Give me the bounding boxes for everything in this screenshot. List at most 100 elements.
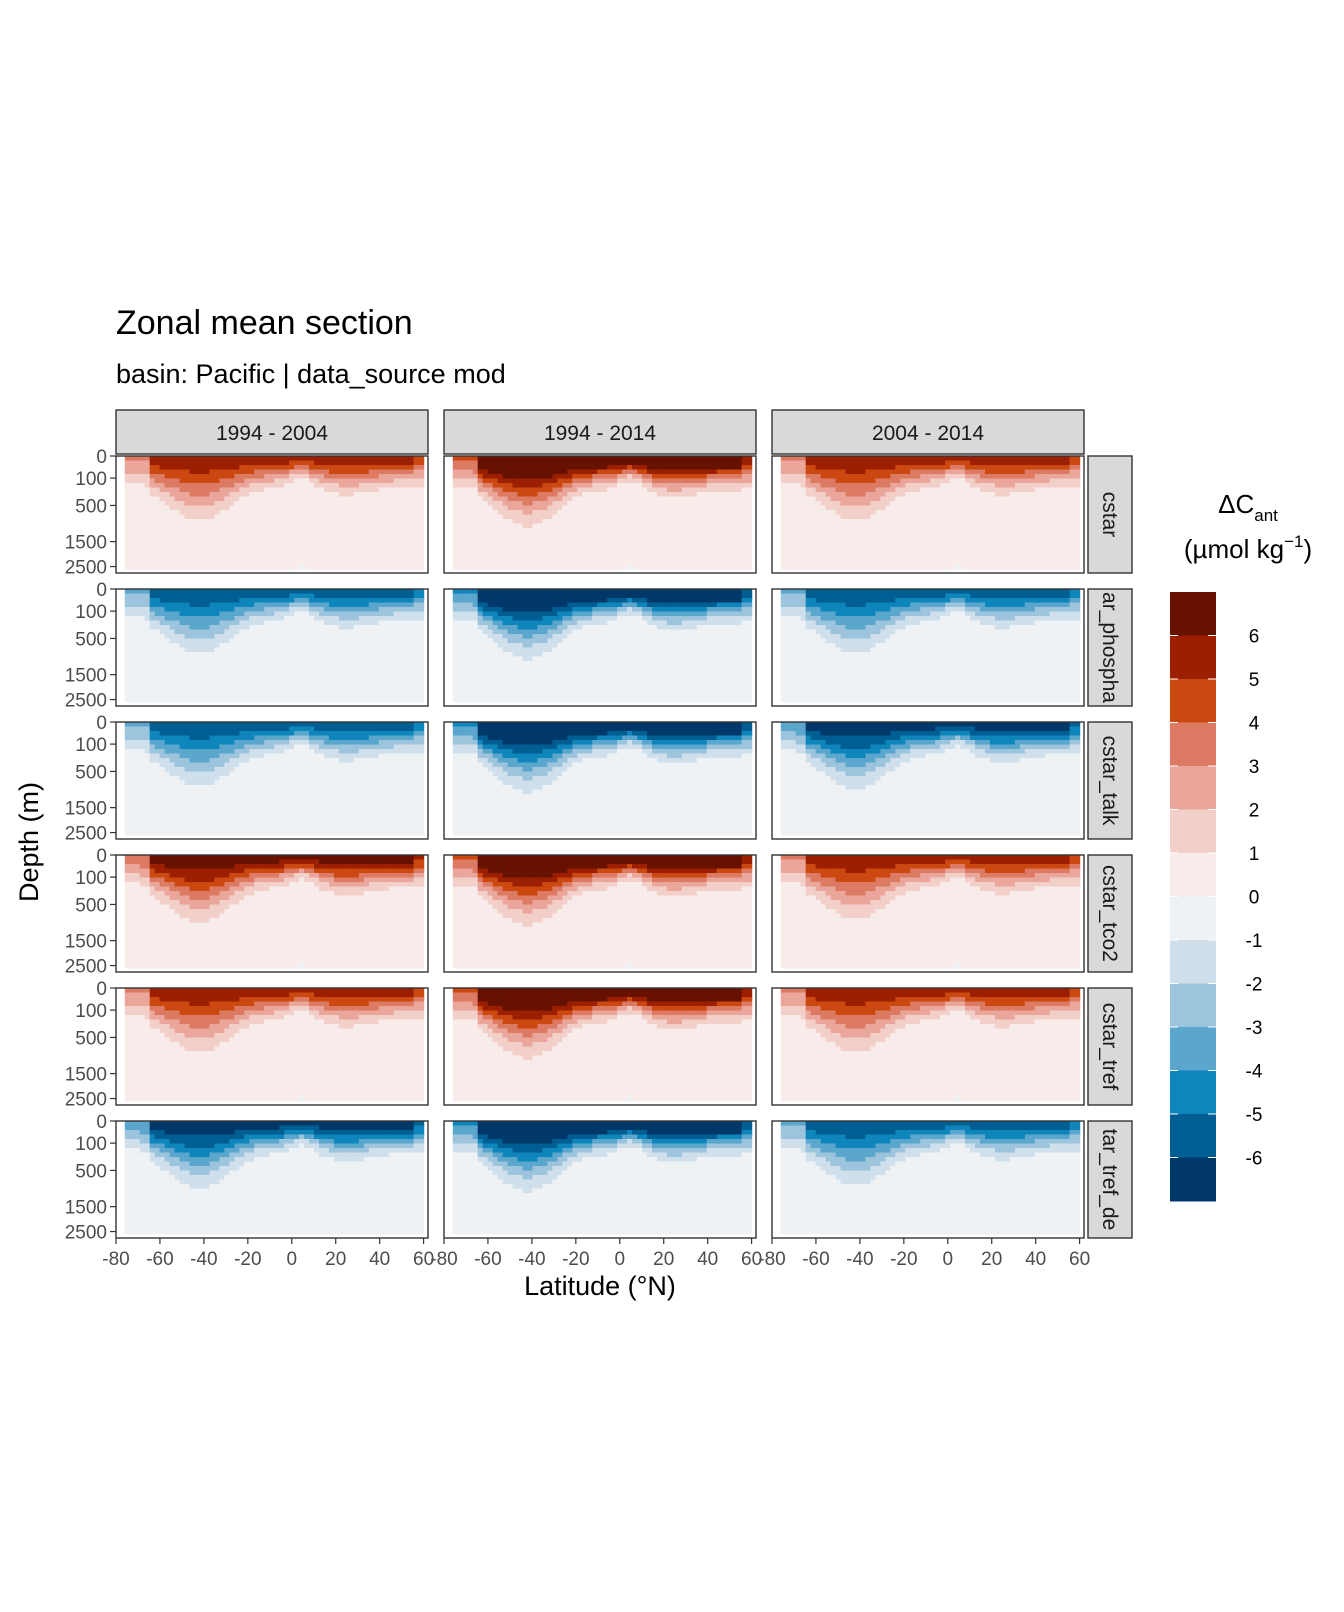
contour-cell <box>577 551 583 556</box>
contour-cell <box>617 555 623 560</box>
contour-cell <box>821 510 827 515</box>
contour-cell <box>488 519 494 524</box>
contour-cell <box>687 501 693 506</box>
contour-cell <box>860 560 866 565</box>
contour-cell <box>572 533 578 538</box>
contour-cell <box>339 560 345 565</box>
contour-cell <box>518 569 524 570</box>
contour-cell <box>652 551 658 556</box>
contour-cell <box>647 510 653 515</box>
contour-cell <box>855 524 861 529</box>
contour-cell <box>125 492 131 497</box>
contour-cell <box>264 506 270 511</box>
contour-cell <box>419 551 425 556</box>
contour-cell <box>582 569 588 570</box>
contour-cell <box>622 569 628 570</box>
contour-cell <box>742 555 748 560</box>
contour-cell <box>140 551 146 556</box>
contour-cell <box>532 456 538 461</box>
contour-cell <box>582 564 588 569</box>
contour-cell <box>135 497 141 502</box>
contour-cell <box>239 506 245 511</box>
contour-cell <box>801 501 807 506</box>
contour-cell <box>329 488 335 493</box>
contour-cell <box>503 483 509 488</box>
contour-cell <box>498 470 504 475</box>
contour-cell <box>259 461 265 466</box>
contour-cell <box>214 510 220 515</box>
contour-cell <box>682 555 688 560</box>
contour-cell <box>627 465 633 470</box>
contour-cell <box>334 528 340 533</box>
contour-cell <box>587 483 593 488</box>
contour-cell <box>493 456 499 461</box>
contour-cell <box>915 555 921 560</box>
contour-cell <box>508 524 514 529</box>
contour-cell <box>677 510 683 515</box>
contour-cell <box>860 506 866 511</box>
contour-cell <box>672 555 678 560</box>
contour-cell <box>707 483 713 488</box>
contour-cell <box>269 555 275 560</box>
contour-cell <box>160 519 166 524</box>
contour-cell <box>513 510 519 515</box>
contour-cell <box>185 560 191 565</box>
contour-cell <box>796 546 802 551</box>
contour-cell <box>880 533 886 538</box>
contour-cell <box>732 524 738 529</box>
contour-cell <box>209 555 215 560</box>
contour-cell <box>920 542 926 547</box>
contour-cell <box>915 492 921 497</box>
contour-cell <box>463 474 469 479</box>
contour-cell <box>160 560 166 565</box>
contour-cell <box>249 474 255 479</box>
contour-cell <box>532 492 538 497</box>
contour-cell <box>508 533 514 538</box>
contour-cell <box>170 461 176 466</box>
contour-cell <box>483 456 489 461</box>
contour-cell <box>895 510 901 515</box>
contour-cell <box>339 519 345 524</box>
contour-cell <box>349 497 355 502</box>
contour-cell <box>344 510 350 515</box>
contour-cell <box>170 560 176 565</box>
contour-cell <box>244 479 250 484</box>
contour-cell <box>339 551 345 556</box>
contour-cell <box>677 501 683 506</box>
contour-cell <box>399 569 405 570</box>
contour-cell <box>712 483 718 488</box>
contour-cell <box>284 555 290 560</box>
contour-cell <box>707 515 713 520</box>
contour-cell <box>145 542 151 547</box>
contour-cell <box>155 524 161 529</box>
contour-cell <box>140 510 146 515</box>
contour-cell <box>199 501 205 506</box>
contour-cell <box>846 515 852 520</box>
contour-cell <box>508 461 514 466</box>
contour-cell <box>354 492 360 497</box>
contour-cell <box>642 510 648 515</box>
contour-cell <box>920 537 926 542</box>
contour-cell <box>399 492 405 497</box>
contour-cell <box>722 492 728 497</box>
contour-cell <box>165 492 171 497</box>
contour-cell <box>379 470 385 475</box>
contour-cell <box>234 456 240 461</box>
contour-cell <box>369 524 375 529</box>
contour-cell <box>389 506 395 511</box>
contour-cell <box>682 461 688 466</box>
contour-cell <box>930 519 936 524</box>
contour-cell <box>880 470 886 475</box>
contour-cell <box>722 546 728 551</box>
contour-cell <box>602 479 608 484</box>
contour-cell <box>717 465 723 470</box>
contour-cell <box>463 483 469 488</box>
contour-cell <box>727 560 733 565</box>
contour-cell <box>821 528 827 533</box>
contour-cell <box>572 542 578 547</box>
contour-cell <box>895 551 901 556</box>
contour-cell <box>150 555 156 560</box>
contour-cell <box>717 564 723 569</box>
contour-cell <box>264 492 270 497</box>
contour-cell <box>409 519 415 524</box>
